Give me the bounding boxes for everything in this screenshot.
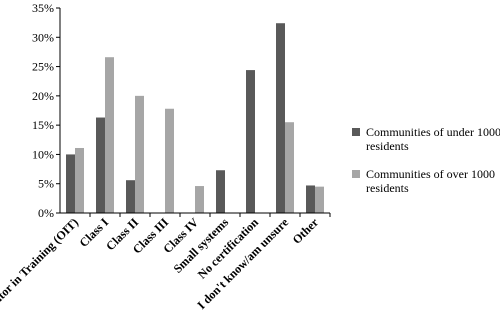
legend-label: Communities of under 1000 residents	[366, 125, 500, 153]
y-tick-label: 15%	[32, 118, 54, 132]
bar	[276, 23, 285, 213]
bar	[75, 147, 84, 213]
y-tick-label: 5%	[38, 177, 54, 191]
bar	[246, 70, 255, 213]
bar	[66, 154, 75, 213]
y-tick-label: 25%	[32, 60, 54, 74]
bar	[165, 108, 174, 213]
bar	[135, 95, 144, 213]
bar	[105, 57, 114, 214]
y-tick-label: 0%	[38, 206, 54, 220]
y-tick-label: 30%	[32, 30, 54, 44]
bar	[306, 185, 315, 213]
legend-item: Communities of over 1000 residents	[352, 167, 500, 195]
legend-swatch	[352, 170, 360, 178]
bar	[216, 170, 225, 213]
x-tick-label: Other	[290, 215, 322, 247]
y-tick-label: 35%	[32, 1, 54, 15]
y-tick-label: 20%	[32, 89, 54, 103]
bar	[126, 180, 135, 213]
bar	[285, 122, 294, 213]
legend-swatch	[352, 128, 360, 136]
bar	[195, 186, 204, 213]
y-tick-label: 10%	[32, 147, 54, 161]
bar	[96, 117, 105, 213]
x-tick-label: Operator in Training (OIT)	[0, 215, 81, 325]
legend-item: Communities of under 1000 residents	[352, 125, 500, 153]
bar	[315, 186, 324, 213]
legend-label: Communities of over 1000 residents	[366, 167, 495, 195]
